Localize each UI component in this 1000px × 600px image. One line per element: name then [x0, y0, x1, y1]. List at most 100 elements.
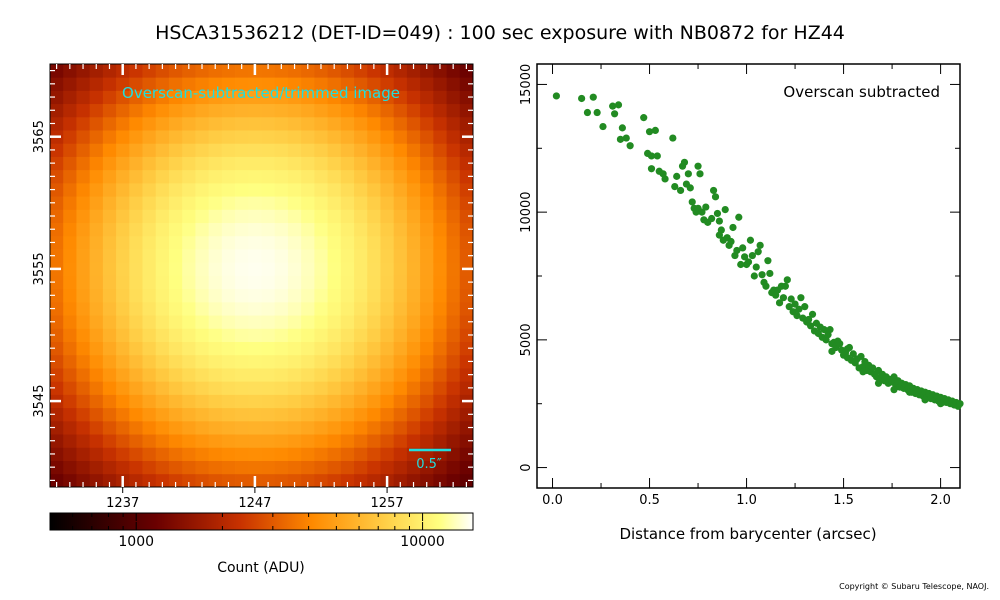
heatmap-pixel: [142, 182, 157, 197]
heatmap-pixel: [340, 235, 355, 250]
heatmap-pixel: [142, 368, 157, 382]
heatmap-pixel: [420, 103, 434, 118]
heatmap-pixel: [155, 447, 170, 461]
heatmap-x-tick-label: 1247: [238, 496, 271, 511]
heatmap-pixel: [406, 90, 421, 105]
heatmap-pixel: [393, 156, 408, 171]
heatmap-pixel: [367, 381, 381, 395]
heatmap-pixel: [433, 394, 447, 409]
heatmap-pixel: [433, 249, 447, 263]
heatmap-y-tick-label: 3545: [32, 385, 47, 418]
heatmap-pixel: [248, 222, 262, 237]
heatmap-pixel: [274, 341, 289, 356]
heatmap-pixel: [354, 473, 368, 488]
heatmap-pixel: [89, 394, 104, 409]
scatter-point: [618, 124, 626, 132]
heatmap-pixel: [261, 77, 276, 91]
heatmap-pixel: [142, 460, 157, 475]
heatmap-pixel: [89, 381, 104, 395]
heatmap-pixel: [168, 315, 183, 329]
heatmap-pixel: [367, 301, 381, 316]
heatmap-pixel: [129, 77, 143, 91]
heatmap-pixel: [367, 354, 381, 369]
heatmap-pixel: [195, 381, 210, 395]
heatmap-pixel: [261, 394, 276, 409]
heatmap-pixel: [248, 143, 262, 157]
heatmap-pixel: [459, 447, 474, 461]
heatmap-pixel: [155, 235, 170, 250]
heatmap-pixel: [406, 143, 421, 157]
heatmap-pixel: [287, 64, 302, 78]
heatmap-pixel: [63, 169, 77, 184]
heatmap-pixel: [354, 328, 368, 342]
heatmap-pixel: [89, 460, 104, 475]
heatmap-pixel: [380, 407, 395, 422]
heatmap-pixel: [168, 354, 183, 369]
heatmap-pixel: [182, 249, 196, 263]
heatmap-pixel: [195, 116, 210, 131]
heatmap-pixel: [393, 315, 408, 329]
heatmap-pixel: [116, 328, 130, 342]
heatmap-pixel: [208, 169, 223, 184]
heatmap-pixel: [301, 103, 315, 118]
heatmap-pixel: [261, 381, 276, 395]
heatmap-pixel: [367, 116, 381, 131]
heatmap-pixel: [314, 275, 328, 290]
heatmap-pixel: [168, 301, 183, 316]
heatmap-pixel: [248, 354, 262, 369]
scatter-point: [843, 345, 852, 353]
scatter-point: [578, 94, 586, 103]
heatmap-pixel: [155, 381, 170, 395]
heatmap-pixel: [76, 354, 91, 369]
heatmap-pixel: [116, 368, 130, 382]
heatmap-pixel: [235, 434, 249, 448]
heatmap-pixel: [195, 288, 210, 303]
heatmap-pixel: [235, 222, 249, 237]
heatmap-pixel: [287, 368, 302, 382]
heatmap-pixel: [274, 315, 289, 329]
scatter-x-tick-label: 0.0: [542, 493, 563, 508]
heatmap-pixel: [301, 143, 315, 157]
heatmap-pixel: [168, 182, 183, 197]
scatter-point: [820, 326, 828, 334]
heatmap-pixel: [406, 288, 421, 303]
heatmap-pixel: [182, 381, 196, 395]
heatmap-pixel: [354, 209, 368, 224]
heatmap-pixel: [248, 235, 262, 250]
heatmap-pixel: [76, 381, 91, 395]
heatmap-pixel: [433, 301, 447, 316]
heatmap-pixel: [301, 275, 315, 290]
heatmap-pixel: [142, 420, 157, 435]
heatmap-pixel: [433, 368, 447, 382]
heatmap-pixel: [406, 381, 421, 395]
heatmap-pixel: [393, 90, 408, 105]
heatmap-pixel: [287, 447, 302, 461]
heatmap-pixel: [380, 130, 395, 144]
heatmap-pixel: [50, 328, 64, 342]
heatmap-pixel: [327, 235, 342, 250]
heatmap-pixel: [182, 301, 196, 316]
heatmap-pixel: [261, 64, 276, 78]
heatmap-pixel: [63, 420, 77, 435]
heatmap-pixel: [261, 407, 276, 422]
heatmap-pixel: [102, 130, 117, 144]
heatmap-pixel: [129, 235, 143, 250]
heatmap-pixel: [314, 262, 328, 276]
heatmap-pixel: [327, 64, 342, 78]
heatmap-pixel: [261, 460, 276, 475]
heatmap-pixel: [89, 288, 104, 303]
heatmap-pixel: [420, 90, 434, 105]
scatter-point: [890, 386, 898, 394]
heatmap-pixel: [433, 381, 447, 395]
heatmap-pixel: [459, 341, 474, 356]
heatmap-pixel: [367, 64, 381, 78]
heatmap-pixel: [367, 103, 381, 118]
heatmap-pixel: [393, 235, 408, 250]
scatter-point: [727, 237, 735, 246]
heatmap-pixel: [142, 209, 157, 224]
scatter-point: [791, 300, 799, 308]
heatmap-pixel: [50, 249, 64, 263]
heatmap-pixel: [446, 249, 461, 263]
heatmap-pixel: [433, 209, 447, 224]
heatmap-pixel: [248, 301, 262, 316]
